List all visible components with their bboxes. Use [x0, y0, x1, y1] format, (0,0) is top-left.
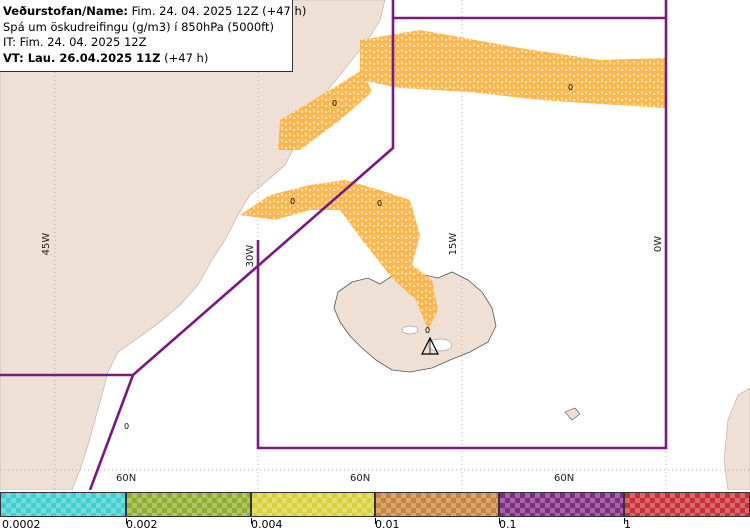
issuer-line: Veðurstofan/Name: Fim. 24. 04. 2025 12Z … [3, 4, 307, 18]
legend-swatch [0, 492, 126, 517]
contour-label: 0 [377, 199, 382, 208]
legend-tick: 0.0002 [2, 518, 41, 531]
longitude-label: 45W [41, 233, 52, 256]
legend-tick: 0.002 [126, 518, 158, 531]
contour-label: 0 [425, 326, 430, 335]
norway-land [723, 387, 750, 490]
volcano-icon[interactable] [421, 336, 439, 355]
contour-label: 0 [290, 197, 295, 206]
legend-tick: 0.1 [499, 518, 517, 531]
legend-swatch [126, 492, 251, 517]
legend-tick: 0.01 [375, 518, 400, 531]
contour-label: 0 [568, 83, 573, 92]
longitude-label: 0W [653, 236, 664, 252]
legend-tick: 0.004 [251, 518, 283, 531]
contour-label: 0 [124, 422, 129, 431]
map-svg: 0 0 0 0 0 0 45W 30W 15W 0W 60N 60N 60N [0, 0, 750, 490]
map-canvas[interactable]: 0 0 0 0 0 0 45W 30W 15W 0W 60N 60N 60N [0, 0, 750, 490]
product-line: Spá um öskudreifingu (g/m3) í 850hPa (50… [3, 19, 275, 34]
flight-region-boundary [0, 0, 668, 490]
ash-plume [240, 30, 666, 330]
legend-swatch [375, 492, 499, 517]
legend-swatch [251, 492, 375, 517]
latitude-label: 60N [350, 473, 370, 484]
legend-tick: 1 [624, 518, 631, 531]
legend-swatch [624, 492, 750, 517]
issue-time-line: IT: Fim. 24. 04. 2025 12Z [3, 35, 147, 49]
valid-time-line: VT: Lau. 26.04.2025 11Z (+47 h) [3, 50, 209, 65]
legend-swatch [499, 492, 624, 517]
latitude-label: 60N [554, 473, 574, 484]
longitude-label: 30W [245, 245, 256, 268]
greenland-land [0, 0, 386, 490]
color-legend: 0.0002 0.002 0.004 0.01 0.1 1 [0, 490, 750, 532]
longitude-label: 15W [448, 233, 459, 256]
forecast-info-box: Veðurstofan/Name: Fim. 24. 04. 2025 12Z … [0, 0, 307, 72]
latitude-label: 60N [116, 473, 136, 484]
contour-label: 0 [332, 99, 337, 108]
